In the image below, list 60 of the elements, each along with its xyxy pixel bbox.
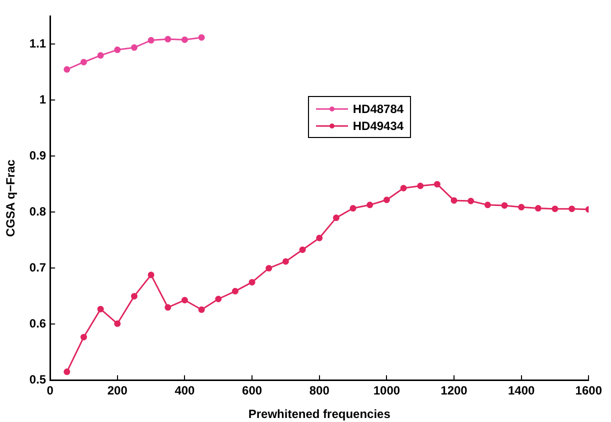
point xyxy=(148,272,154,278)
point xyxy=(198,34,205,41)
x-tick-label: 200 xyxy=(107,384,128,398)
x-tick-label: 800 xyxy=(309,384,330,398)
x-axis-title: Prewhitened frequencies xyxy=(248,407,391,422)
point xyxy=(114,46,121,54)
y-axis-title: CGSA q−Frac xyxy=(4,159,18,237)
point xyxy=(468,198,474,204)
point xyxy=(299,246,306,253)
point xyxy=(350,205,356,212)
point xyxy=(534,205,542,212)
point xyxy=(434,180,440,188)
y-tick-label: 0.5 xyxy=(29,372,46,387)
point xyxy=(130,292,138,300)
point xyxy=(282,258,289,265)
point xyxy=(568,206,576,212)
point xyxy=(64,66,70,73)
point xyxy=(164,304,172,311)
y-tick-label: 0.7 xyxy=(29,260,46,275)
x-tick-label: 1600 xyxy=(575,384,602,398)
point xyxy=(518,204,525,210)
point xyxy=(164,36,172,42)
legend-label: HD48784 xyxy=(352,102,404,116)
point xyxy=(366,202,374,208)
y-tick-label: 1 xyxy=(39,92,46,107)
x-tick-label: 0 xyxy=(46,384,54,398)
point xyxy=(266,264,272,272)
y-tick-label: 1.1 xyxy=(29,36,46,51)
x-tick-label: 1200 xyxy=(440,384,468,398)
point xyxy=(332,214,340,222)
legend-label: HD49434 xyxy=(352,118,404,133)
point xyxy=(450,197,458,204)
point xyxy=(501,202,508,209)
point xyxy=(198,306,205,313)
x-tick-label: 1400 xyxy=(508,384,535,398)
point xyxy=(97,306,104,312)
point xyxy=(181,36,188,43)
x-tick-label: 1000 xyxy=(373,384,400,398)
point xyxy=(232,288,238,294)
y-tick-label: 0.6 xyxy=(29,316,46,331)
point xyxy=(400,184,407,192)
y-tick-label: 0.8 xyxy=(29,204,46,219)
point xyxy=(130,44,138,51)
point xyxy=(148,37,154,44)
point xyxy=(181,296,188,304)
point xyxy=(552,206,558,212)
point xyxy=(248,278,256,286)
point xyxy=(383,196,390,204)
point xyxy=(316,234,323,242)
point xyxy=(114,320,121,327)
point xyxy=(64,368,70,376)
x-tick-label: 400 xyxy=(174,384,196,398)
point xyxy=(417,182,424,190)
x-tick-label: 600 xyxy=(242,384,262,398)
point xyxy=(80,58,87,66)
point xyxy=(215,296,222,302)
y-tick-label: 0.9 xyxy=(29,148,46,163)
point xyxy=(80,334,87,340)
point xyxy=(484,202,491,208)
point xyxy=(97,52,104,59)
